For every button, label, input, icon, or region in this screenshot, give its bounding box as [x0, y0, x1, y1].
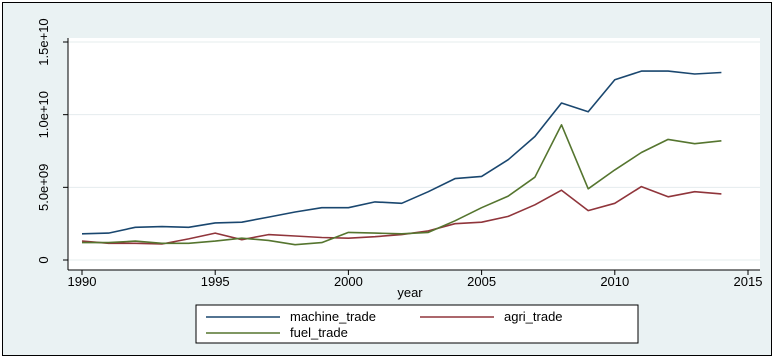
legend-label-fuel-trade: fuel_trade	[290, 325, 348, 340]
legend: machine_trade agri_trade fuel_trade	[195, 304, 639, 344]
legend-label-machine-trade: machine_trade	[290, 309, 376, 324]
series-line-machine-trade	[81, 70, 722, 235]
y-tick-label: 5.0e+09	[36, 164, 51, 211]
legend-box	[195, 304, 639, 344]
series-line-agri-trade	[81, 185, 722, 245]
x-tick-label: 2010	[600, 274, 629, 289]
legend-label-agri-trade: agri_trade	[504, 309, 563, 324]
y-tick-label: 1.5e+10	[36, 18, 51, 65]
y-tick-label: 0	[36, 256, 51, 263]
x-tick-label: 2005	[467, 274, 496, 289]
plot-area	[68, 38, 760, 270]
x-tick-label: 2015	[734, 274, 763, 289]
axes: 0 5.0e+09 1.0e+10 1.5e+10 1990 1995 2000 2005 20…	[36, 18, 762, 289]
x-tick-label: 2000	[334, 274, 363, 289]
x-tick-label: 1995	[201, 274, 230, 289]
x-tick-label: 1990	[68, 274, 97, 289]
series-line-fuel-trade	[82, 124, 722, 246]
series-lines	[81, 70, 722, 246]
x-axis-title: year	[397, 285, 423, 300]
y-tick-label: 1.0e+10	[36, 91, 51, 138]
